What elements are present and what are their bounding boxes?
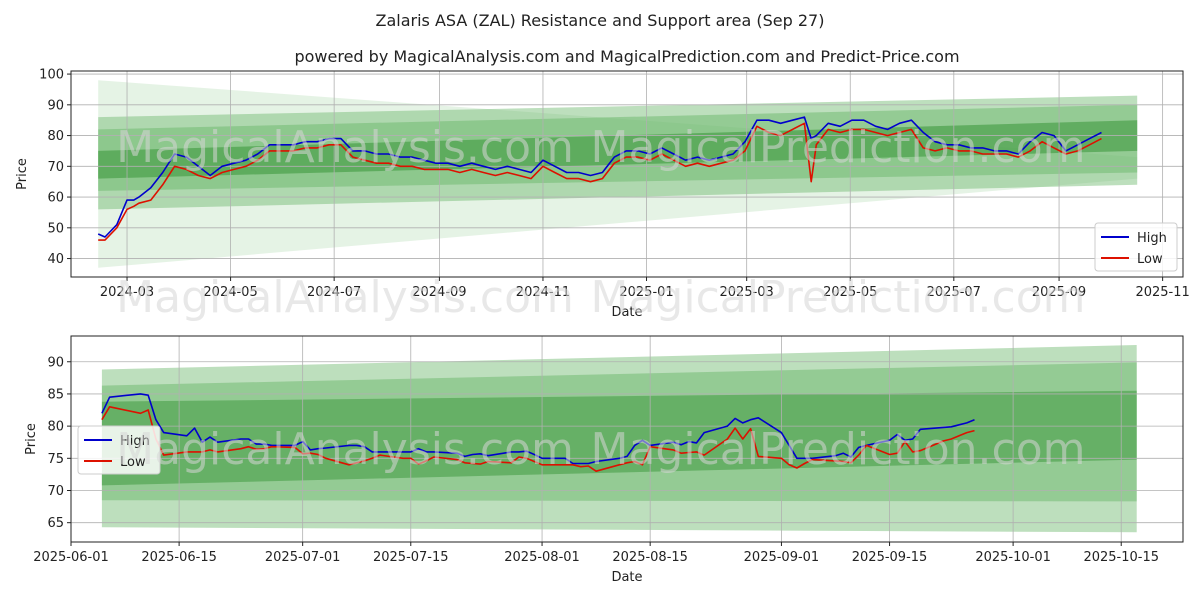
top-chart-panel: 2024-03 2024-05 2024-07 2024-09 2024-11 2025-… — [15, 68, 1190, 320]
bottom-x-tick-label-4: 2025-08-01 — [504, 550, 580, 565]
bottom-x-tick-label-6: 2025-09-01 — [744, 550, 820, 565]
bottom-y-tick-label-5: 90 — [47, 355, 64, 370]
bottom-axes-frame — [70, 335, 1184, 543]
top-y-tick-label-2: 60 — [47, 191, 64, 206]
bottom-y-tick-label-3: 80 — [47, 420, 64, 435]
bottom-y-axis-label: Price — [24, 423, 39, 455]
bottom-y-tick-label-2: 75 — [47, 452, 64, 467]
top-y-tick-label-5: 90 — [47, 98, 64, 113]
bottom-x-axis-label: Date — [611, 570, 642, 585]
bottom-series-high-line — [101, 393, 975, 465]
top-x-tick-label-3: 2024-09 — [412, 285, 466, 300]
bottom-y-tick-label-0: 65 — [47, 516, 64, 531]
top-x-tick-label-4: 2024-11 — [516, 285, 570, 300]
bottom-y-tick-label-1: 70 — [47, 484, 64, 499]
bottom-x-tick-label-1: 2025-06-15 — [141, 550, 217, 565]
top-series-high-line — [97, 116, 1102, 238]
top-x-tick-label-0: 2024-03 — [100, 285, 154, 300]
top-x-tick-label-1: 2024-05 — [203, 285, 257, 300]
top-x-tick-label-8: 2025-07 — [927, 285, 981, 300]
top-legend-label-high: High — [1137, 231, 1167, 246]
top-x-tick-label-7: 2025-05 — [823, 285, 877, 300]
bottom-legend-label-high: High — [120, 434, 150, 449]
top-axes-frame — [70, 70, 1184, 278]
bottom-x-tick-label-0: 2025-06-01 — [33, 550, 109, 565]
top-band-3 — [98, 120, 1138, 179]
bottom-x-tick-label-9: 2025-10-15 — [1083, 550, 1159, 565]
bottom-x-tick-label-5: 2025-08-15 — [612, 550, 688, 565]
top-series-low-line — [98, 122, 1102, 241]
top-x-tick-label-10: 2025-11 — [1135, 285, 1189, 300]
top-x-axis-label: Date — [611, 305, 642, 320]
bottom-y-tick-label-4: 85 — [47, 387, 64, 402]
watermark-magicalprediction-bottom: MagicalPrediction.com — [591, 424, 1086, 475]
top-y-tick-label-4: 80 — [47, 129, 64, 144]
bottom-chart-panel: 2025-06-01 2025-06-15 2025-07-01 2025-07-15… — [24, 335, 1184, 585]
top-y-tick-label-0: 40 — [47, 252, 64, 267]
chart-subtitle: powered by MagicalAnalysis.com and Magic… — [294, 47, 959, 66]
top-y-tick-label-3: 70 — [47, 160, 64, 175]
top-y-axis-label: Price — [15, 158, 30, 190]
bottom-series-low-line — [101, 406, 975, 472]
bottom-x-tick-label-7: 2025-09-15 — [852, 550, 928, 565]
bottom-x-tick-label-2: 2025-07-01 — [265, 550, 341, 565]
bottom-x-tick-label-8: 2025-10-01 — [975, 550, 1051, 565]
watermark-magicalanalysis-mid: MagicalAnalysis.com — [116, 272, 574, 323]
watermark-magicalanalysis-top: MagicalAnalysis.com — [116, 122, 574, 173]
watermark-magicalanalysis-bottom: MagicalAnalysis.com — [116, 424, 574, 475]
top-x-tick-label-9: 2025-09 — [1032, 285, 1086, 300]
bottom-legend-label-low: Low — [120, 455, 146, 470]
top-x-tick-label-5: 2025-01 — [619, 285, 673, 300]
chart-title: Zalaris ASA (ZAL) Resistance and Support… — [376, 11, 825, 30]
watermark-magicalprediction-mid: MagicalPrediction.com — [591, 272, 1086, 323]
top-x-tick-label-6: 2025-03 — [720, 285, 774, 300]
bottom-x-tick-label-3: 2025-07-15 — [373, 550, 449, 565]
top-y-tick-label-1: 50 — [47, 221, 64, 236]
top-legend-label-low: Low — [1137, 252, 1163, 267]
watermark-magicalprediction-top: MagicalPrediction.com — [591, 122, 1086, 173]
top-x-tick-label-2: 2024-07 — [307, 285, 361, 300]
top-y-tick-label-6: 100 — [39, 68, 64, 83]
